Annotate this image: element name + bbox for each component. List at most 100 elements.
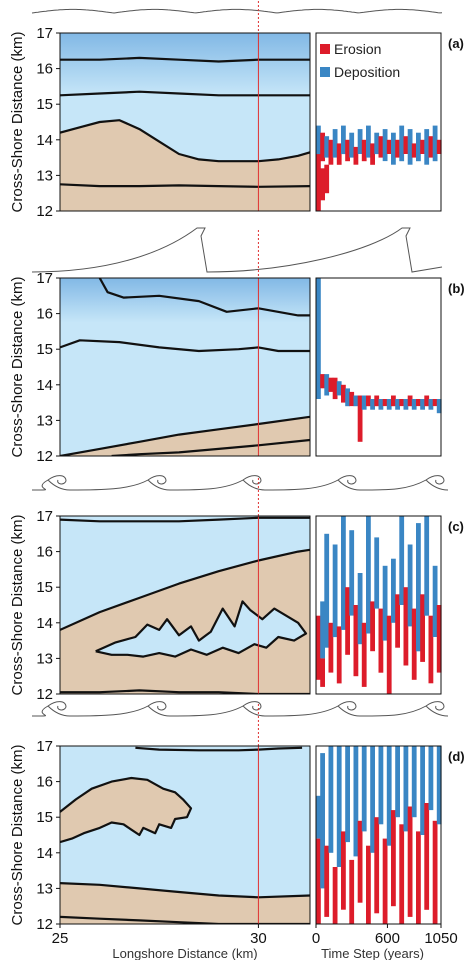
erosion-cell <box>374 395 380 407</box>
erosion-cell <box>378 608 384 673</box>
y-tick-label: 16 <box>36 544 53 561</box>
erosion-cell <box>324 845 330 917</box>
land-area <box>60 549 310 694</box>
deposition-cell <box>424 516 430 616</box>
map-frame <box>59 32 311 212</box>
erosion-cell <box>316 838 321 924</box>
deposition-cell <box>324 374 330 396</box>
deposition-cell <box>391 558 396 623</box>
deposition-cell <box>378 746 384 825</box>
erosion-cell <box>424 803 430 910</box>
y-tick-label: 12 <box>36 448 53 465</box>
timestep-frame <box>315 745 442 925</box>
y-tick-label: 17 <box>36 270 53 287</box>
deposition-cell <box>345 746 350 843</box>
y-tick-label: 12 <box>36 203 53 220</box>
deposition-cell <box>324 136 330 158</box>
erosion-cell <box>353 146 359 165</box>
erosion-cell <box>320 168 325 201</box>
deposition-cell <box>399 516 405 605</box>
erosion-cell <box>391 395 396 407</box>
panel-label: (b) <box>448 281 465 296</box>
x-axis-label: Time Step (years) <box>321 946 424 960</box>
erosion-cell <box>399 824 405 924</box>
contour-line <box>60 915 310 924</box>
timestep-frame <box>315 515 442 695</box>
erosion-cell <box>357 820 363 903</box>
deposition-cell <box>420 399 425 410</box>
timestep-frame <box>315 32 442 212</box>
deposition-cell <box>391 132 396 165</box>
y-tick-label: 13 <box>36 412 53 429</box>
y-tick-label: 14 <box>36 845 53 862</box>
y-tick-label: 13 <box>36 880 53 897</box>
deposition-cell <box>361 395 367 410</box>
land-area <box>60 120 310 211</box>
erosion-cell <box>374 817 380 914</box>
plunging-curl-wave-sketch <box>31 701 449 717</box>
deposition-cell <box>349 530 355 616</box>
erosion-cell <box>403 587 409 666</box>
contour-line <box>60 339 310 353</box>
erosion-cell <box>332 377 338 400</box>
erosion-cell <box>436 139 442 154</box>
plunging-curl-wave-sketch <box>31 475 449 491</box>
deposition-cell <box>357 573 363 645</box>
map-frame <box>59 515 311 695</box>
erosion-cell <box>336 626 342 684</box>
erosion-cell <box>328 622 334 673</box>
erosion-cell <box>341 831 346 910</box>
deposition-cell <box>403 746 409 832</box>
deposition-cell <box>341 125 346 155</box>
deposition-cell <box>332 129 338 158</box>
deposition-cell <box>420 746 425 835</box>
deposition-cell <box>407 544 413 627</box>
deposition-cell <box>357 129 363 154</box>
deposition-cell <box>336 746 342 867</box>
y-tick-label: 12 <box>36 916 53 933</box>
deposition-cell <box>399 125 405 162</box>
deposition-cell <box>353 395 359 407</box>
erosion-cell <box>320 658 325 687</box>
erosion-cell <box>391 810 396 907</box>
y-tick-label: 14 <box>36 132 53 149</box>
land-layer <box>60 778 310 924</box>
y-tick-label: 17 <box>36 25 53 42</box>
deposition-cell <box>316 125 321 155</box>
y-tick-label: 15 <box>36 579 53 596</box>
deposition-cell <box>424 129 430 165</box>
x-tick-label: 30 <box>250 930 267 947</box>
contour-line <box>111 438 310 456</box>
contour-line <box>60 548 310 631</box>
deposition-cell <box>416 523 421 652</box>
panel-label: (d) <box>448 749 465 764</box>
deposition-cell <box>316 278 321 399</box>
deposition-cell <box>320 753 325 889</box>
erosion-cell <box>411 608 417 680</box>
deposition-cell <box>370 399 375 410</box>
deposition-cell <box>361 746 367 832</box>
deposition-cell <box>432 565 438 637</box>
erosion-cell <box>328 377 334 392</box>
erosion-cell <box>399 399 405 407</box>
erosion-cell <box>403 136 409 154</box>
deposition-cell <box>386 399 392 410</box>
erosion-cell <box>436 605 442 673</box>
erosion-cell <box>395 594 400 648</box>
contour-line <box>60 119 310 163</box>
deposition-cell <box>316 795 321 839</box>
y-axis-label: Cross-Shore Distance (km) <box>9 277 26 458</box>
deposition-cell <box>428 399 434 410</box>
deposition-cell <box>395 399 400 410</box>
legend-deposition-label: Deposition <box>334 64 400 80</box>
erosion-cell <box>316 154 321 211</box>
deposition-cell <box>395 746 400 818</box>
deposition-cell <box>407 129 413 165</box>
deposition-cell <box>366 125 371 158</box>
lower-land <box>60 883 310 924</box>
y-axis-label: Cross-Shore Distance (km) <box>9 745 26 926</box>
x-tick-label: 1050 <box>424 930 457 947</box>
legend: Erosion Deposition <box>320 41 400 80</box>
y-tick-label: 13 <box>36 167 53 184</box>
map-frame <box>59 277 311 457</box>
